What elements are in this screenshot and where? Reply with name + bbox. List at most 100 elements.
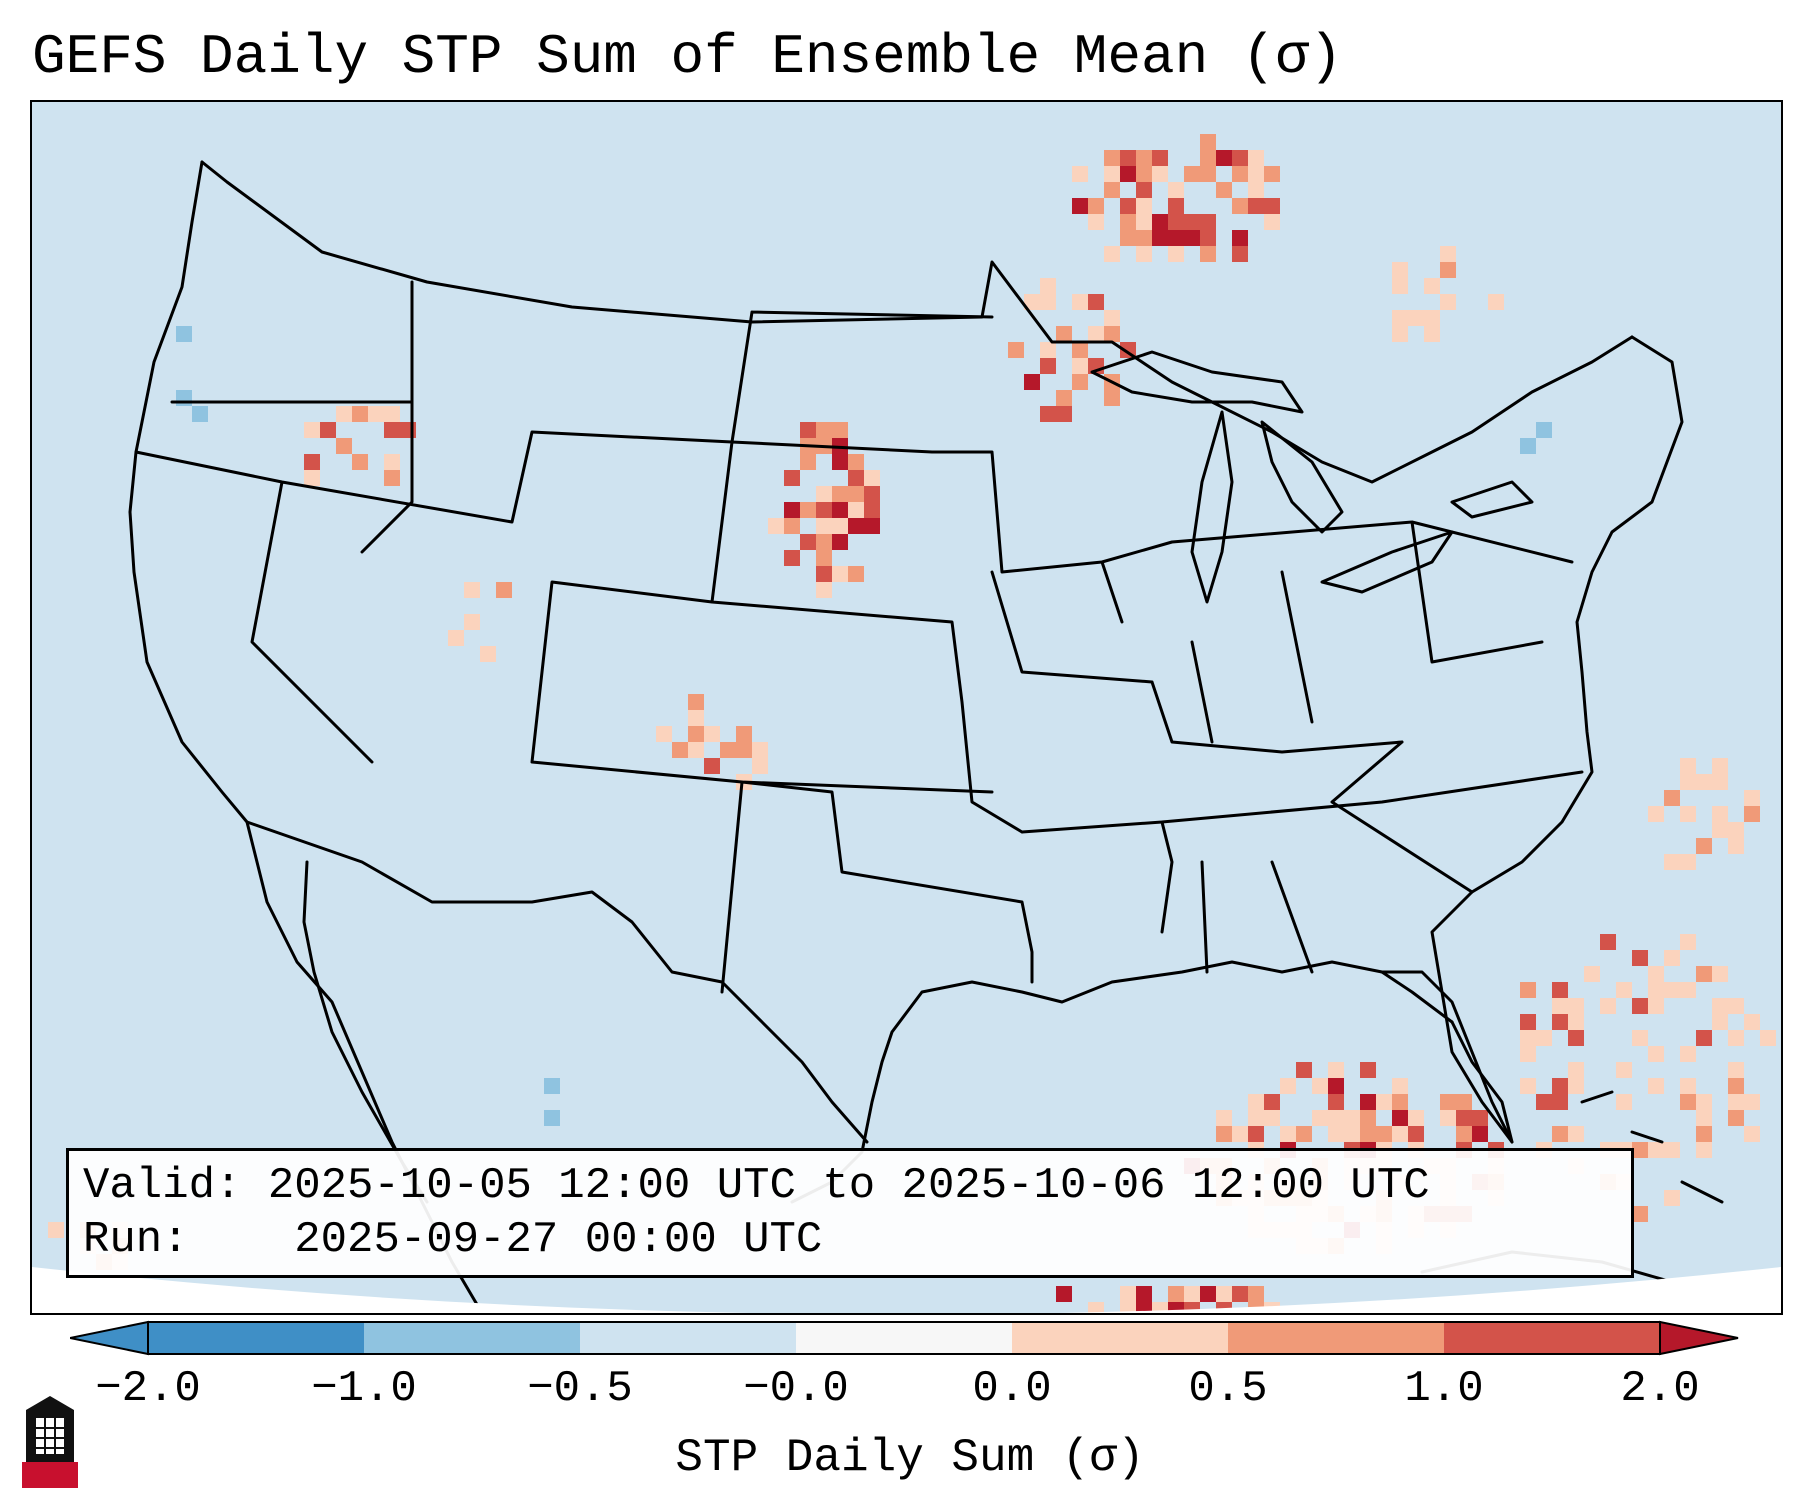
stp-cell xyxy=(1664,1142,1680,1158)
colorbar-segment xyxy=(580,1322,796,1354)
stp-cell xyxy=(1104,166,1120,182)
stp-cell xyxy=(1712,758,1728,774)
stp-cell xyxy=(1248,198,1264,214)
stp-cell xyxy=(1200,246,1216,262)
stp-cell xyxy=(736,726,752,742)
stp-cell xyxy=(1440,1094,1456,1110)
stp-cell xyxy=(400,422,416,438)
stp-cell xyxy=(784,518,800,534)
stp-cell xyxy=(1344,1126,1360,1142)
stp-cell xyxy=(1520,1014,1536,1030)
stp-cell xyxy=(1712,966,1728,982)
stp-cell xyxy=(464,582,480,598)
stp-cell xyxy=(1520,1078,1536,1094)
colorbar-extend-low xyxy=(70,1320,149,1356)
stp-cell xyxy=(800,422,816,438)
stp-cell xyxy=(1456,1110,1472,1126)
stp-cell xyxy=(320,422,336,438)
stp-cell xyxy=(384,406,400,422)
stp-cell xyxy=(1648,1046,1664,1062)
stp-cell xyxy=(1200,166,1216,182)
stp-cell xyxy=(1232,150,1248,166)
stp-cell xyxy=(1168,1302,1184,1313)
stp-cell xyxy=(1696,774,1712,790)
stp-cell xyxy=(1552,998,1568,1014)
stp-cell xyxy=(1680,758,1696,774)
stp-cell xyxy=(1168,230,1184,246)
stp-cell xyxy=(1408,1110,1424,1126)
stp-cell xyxy=(1360,1062,1376,1078)
stp-cell xyxy=(1616,1062,1632,1078)
stp-cell xyxy=(1168,182,1184,198)
stp-cell xyxy=(1632,998,1648,1014)
stp-cell xyxy=(1264,166,1280,182)
stp-cell xyxy=(848,454,864,470)
stp-cell xyxy=(1744,1094,1760,1110)
stp-cell xyxy=(1664,950,1680,966)
stp-cell xyxy=(1392,1078,1408,1094)
colorbar-extend-high xyxy=(1659,1320,1739,1356)
colorbar-tick: −1.0 xyxy=(311,1364,417,1414)
stp-cell xyxy=(528,1078,544,1094)
stp-cell xyxy=(1744,1126,1760,1142)
stp-cell xyxy=(1248,1126,1264,1142)
stp-cell xyxy=(1520,982,1536,998)
map-panel[interactable] xyxy=(30,100,1783,1315)
stp-cell xyxy=(848,470,864,486)
colorbar-tick: 0.5 xyxy=(1188,1364,1268,1414)
stp-cell xyxy=(1392,1094,1408,1110)
stp-cell xyxy=(448,630,464,646)
stp-cell xyxy=(1056,406,1072,422)
stp-cell xyxy=(816,422,832,438)
stp-cell xyxy=(1328,1094,1344,1110)
stp-cell xyxy=(1216,1110,1232,1126)
stp-cell xyxy=(1232,246,1248,262)
stp-cell xyxy=(1728,1094,1744,1110)
stp-cell xyxy=(1632,1206,1648,1222)
stp-cell xyxy=(1136,214,1152,230)
stp-cell xyxy=(1472,1110,1488,1126)
stp-cell xyxy=(1088,326,1104,342)
stp-cell xyxy=(1136,166,1152,182)
stp-cell xyxy=(832,486,848,502)
stp-cell xyxy=(784,502,800,518)
stp-cell xyxy=(1680,774,1696,790)
stp-cell xyxy=(1392,326,1408,342)
stp-cell xyxy=(480,646,496,662)
stp-cell xyxy=(1120,230,1136,246)
stp-cell xyxy=(1248,150,1264,166)
stp-cell xyxy=(1728,1110,1744,1126)
stp-cell xyxy=(352,454,368,470)
stp-cell xyxy=(1088,214,1104,230)
stp-cell xyxy=(1280,1126,1296,1142)
stp-cell xyxy=(1136,150,1152,166)
stp-cell xyxy=(1664,1190,1680,1206)
stp-cell xyxy=(1184,1286,1200,1302)
stp-cell xyxy=(1552,1014,1568,1030)
stp-cell xyxy=(1136,230,1152,246)
stp-cell xyxy=(1376,1126,1392,1142)
stp-cell xyxy=(1568,998,1584,1014)
stp-cell xyxy=(1136,198,1152,214)
stp-cell xyxy=(1648,1078,1664,1094)
stp-cell xyxy=(816,518,832,534)
stp-cell xyxy=(1696,1094,1712,1110)
stp-cell xyxy=(1072,374,1088,390)
stp-cell xyxy=(1152,1302,1168,1313)
stp-cell xyxy=(832,502,848,518)
stp-cell xyxy=(1424,278,1440,294)
stp-cell xyxy=(384,454,400,470)
stp-cell xyxy=(1136,1302,1152,1313)
stp-cell xyxy=(1728,838,1744,854)
stp-cell xyxy=(864,470,880,486)
stp-cell xyxy=(1744,1014,1760,1030)
stp-cell xyxy=(704,726,720,742)
stp-cell xyxy=(1680,806,1696,822)
stp-cell xyxy=(368,406,384,422)
colorbar-segments xyxy=(70,1320,1739,1356)
lake-michigan xyxy=(1190,410,1234,604)
stp-cell xyxy=(1568,1062,1584,1078)
stp-cell xyxy=(1648,1142,1664,1158)
stp-cell xyxy=(1680,1078,1696,1094)
stp-cell xyxy=(1024,374,1040,390)
